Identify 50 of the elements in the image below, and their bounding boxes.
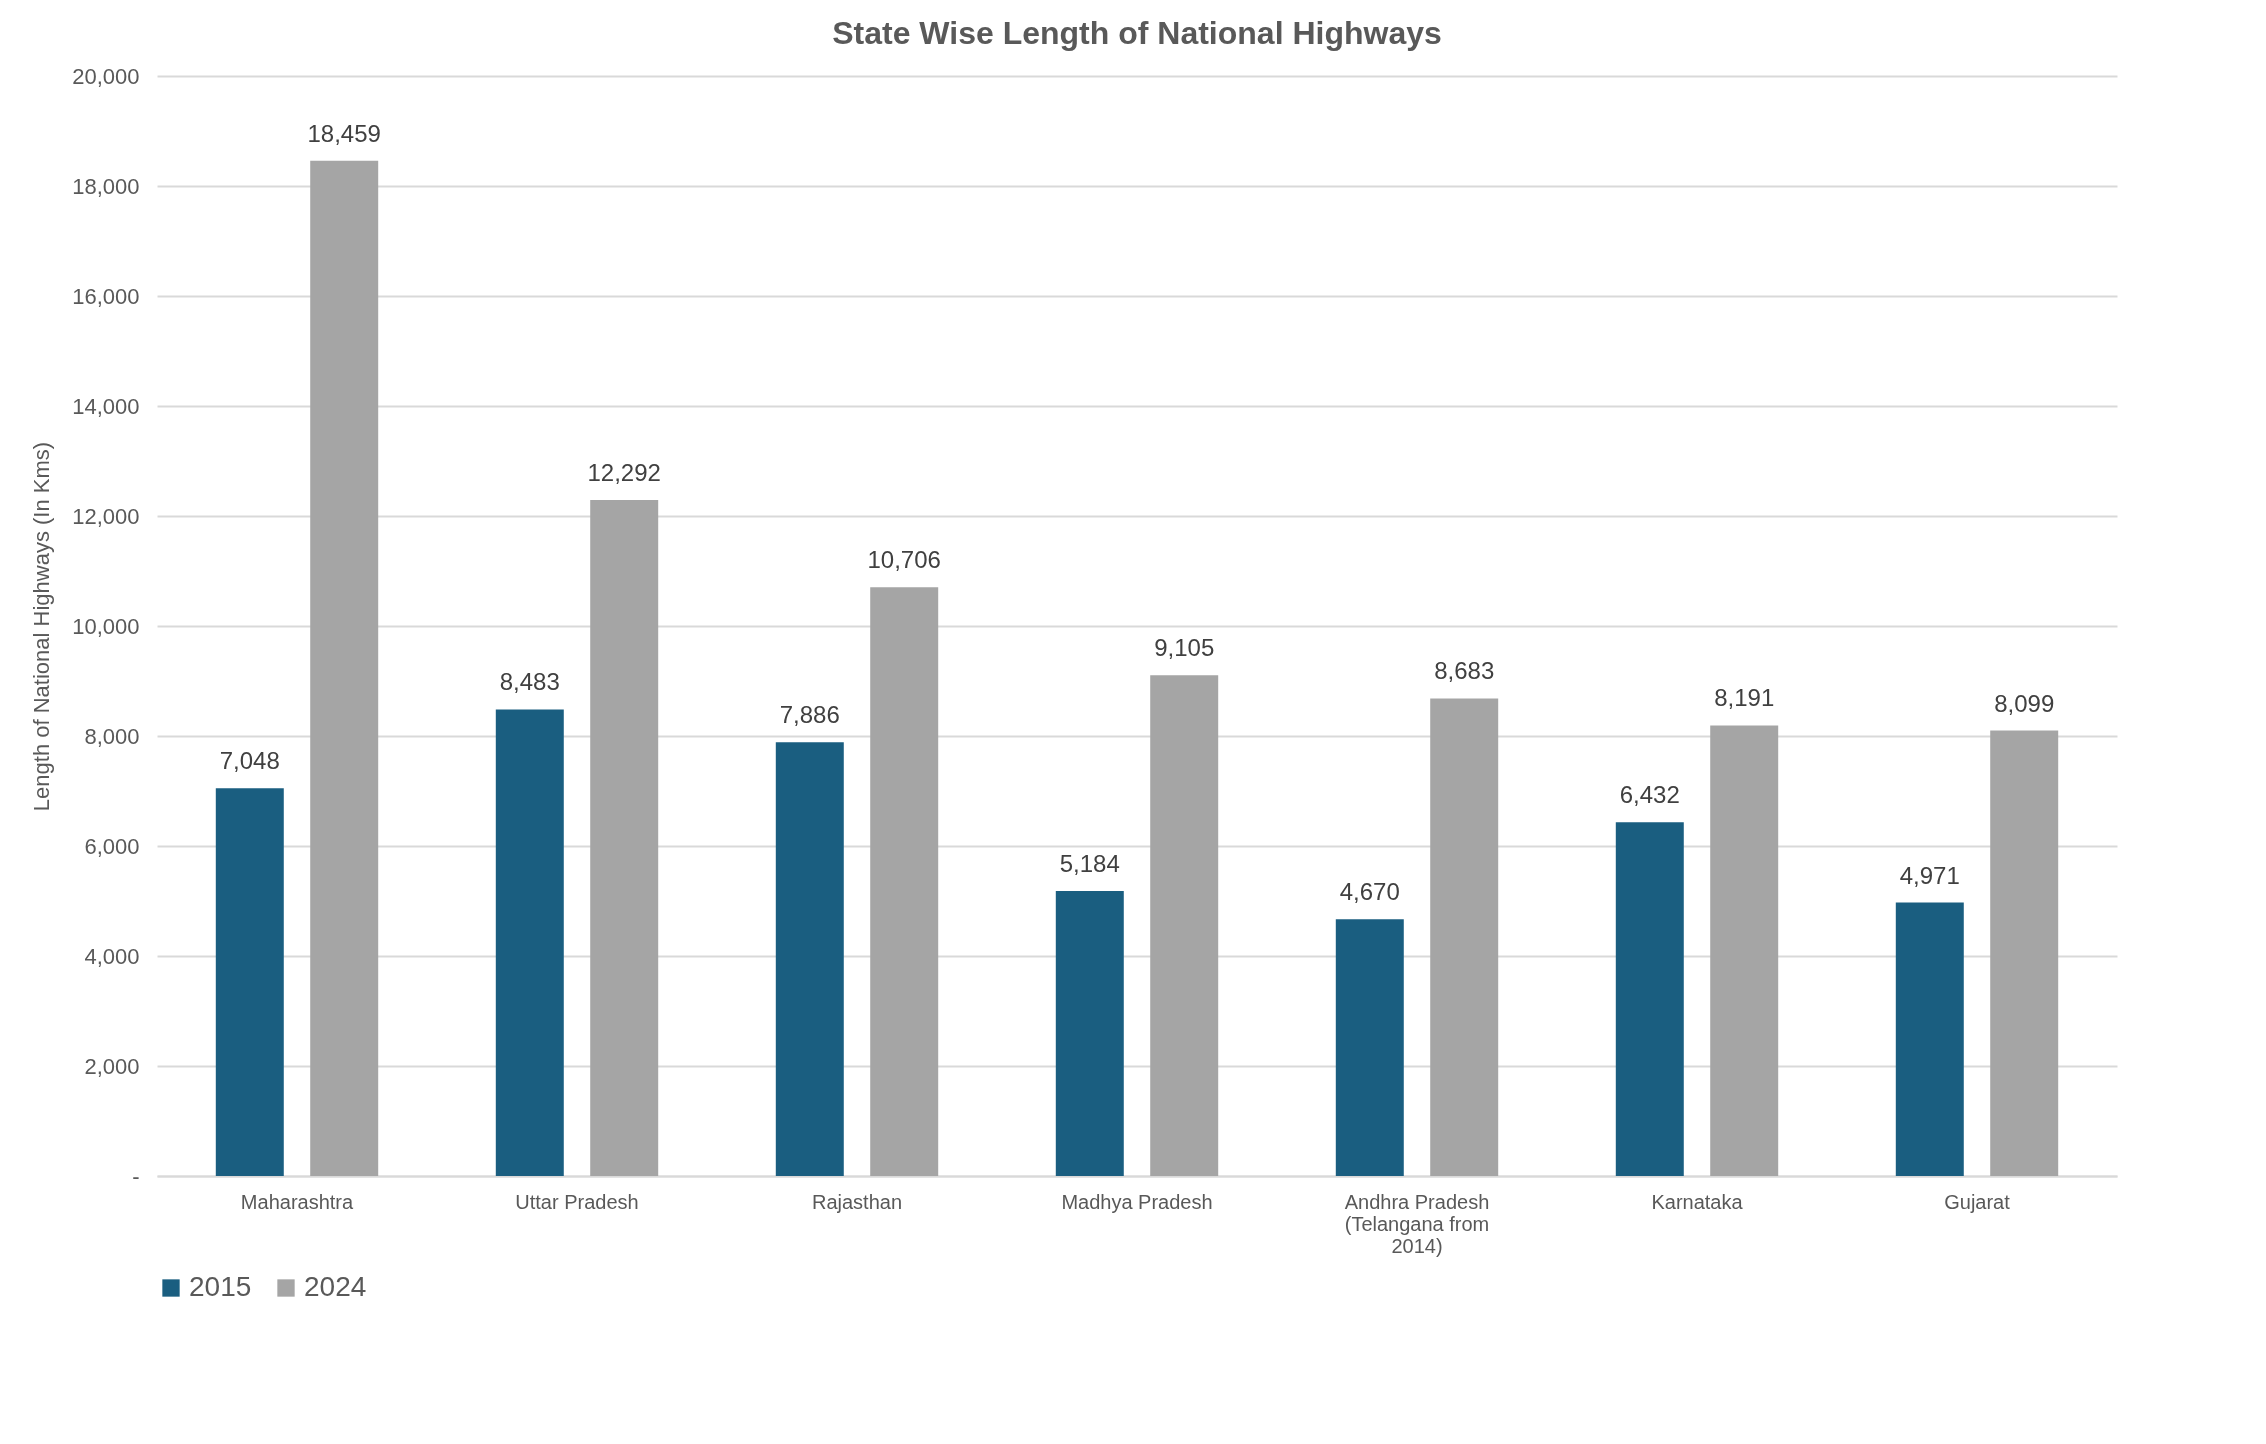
y-tick-label: 6,000: [84, 833, 140, 859]
data-label: 12,292: [587, 458, 661, 486]
bar: [1430, 698, 1499, 1176]
data-label: 5,184: [1059, 849, 1120, 877]
y-tick-label: 14,000: [72, 393, 140, 419]
chart-title: State Wise Length of National Highways: [832, 15, 1442, 51]
y-tick-label: 8,000: [84, 723, 140, 749]
x-tick-label: Maharashtra: [240, 1190, 355, 1213]
y-tick-label: 12,000: [72, 503, 140, 529]
y-tick-label: 18,000: [72, 173, 140, 199]
data-label: 7,886: [779, 701, 840, 729]
data-label: 8,683: [1434, 657, 1495, 685]
y-tick-label: 10,000: [72, 613, 140, 639]
bar: [1895, 902, 1964, 1176]
bar: [495, 709, 564, 1176]
bar: [1335, 919, 1404, 1176]
data-label: 8,483: [499, 668, 560, 696]
y-tick-label: 20,000: [72, 63, 140, 89]
data-label: 9,105: [1154, 634, 1215, 662]
x-tick-label: Andhra Pradesh (Telangana from 2014): [1344, 1190, 1490, 1257]
x-tick-label: Gujarat: [1944, 1190, 2011, 1213]
bar: [215, 788, 284, 1176]
y-tick-label: 4,000: [84, 943, 140, 969]
bar: [1055, 890, 1124, 1176]
bar: [1990, 730, 2059, 1176]
data-label: 7,048: [219, 747, 280, 775]
y-tick-label: 2,000: [84, 1053, 140, 1079]
x-tick-label: Karnataka: [1651, 1190, 1744, 1213]
data-label: 18,459: [307, 119, 381, 147]
data-label: 8,191: [1714, 684, 1775, 712]
bar: [775, 742, 844, 1176]
bar: [1150, 675, 1219, 1176]
data-label: 10,706: [867, 546, 941, 574]
legend-label: 2024: [304, 1271, 367, 1302]
bar: [870, 587, 939, 1176]
data-label: 4,670: [1339, 878, 1400, 906]
bar: [1615, 822, 1684, 1176]
y-tick-label: -: [132, 1163, 140, 1189]
y-tick-label: 16,000: [72, 283, 140, 309]
data-label: 4,971: [1899, 861, 1960, 889]
y-axis-title: Length of National Highways (In Kms): [29, 441, 55, 812]
legend-label: 2015: [189, 1271, 252, 1302]
bar: [1710, 725, 1779, 1176]
data-label: 8,099: [1994, 689, 2055, 717]
x-tick-label: Uttar Pradesh: [515, 1190, 639, 1213]
x-tick-label: Madhya Pradesh: [1061, 1190, 1213, 1213]
bar: [310, 160, 379, 1176]
data-label: 6,432: [1619, 781, 1680, 809]
x-tick-label: Rajasthan: [811, 1190, 903, 1213]
bar: [590, 499, 659, 1176]
